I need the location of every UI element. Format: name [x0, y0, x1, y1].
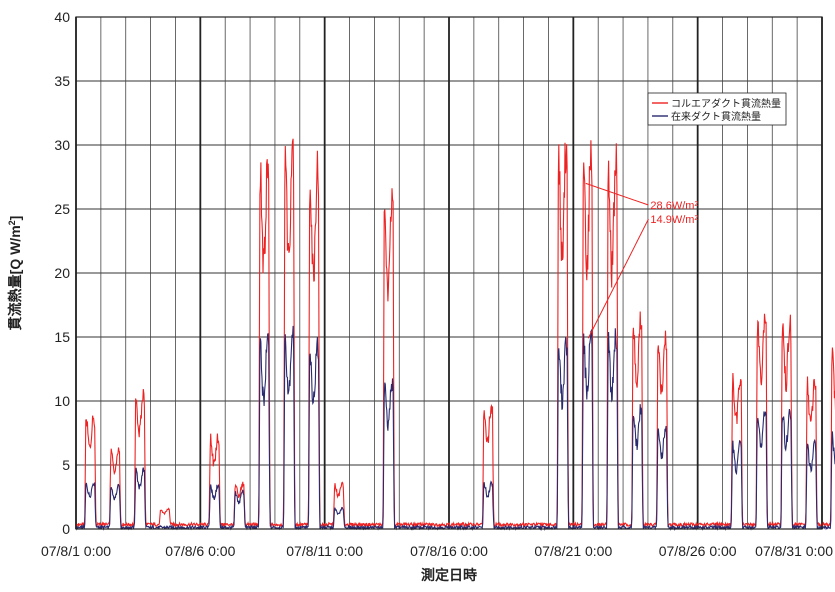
annotation-leader	[587, 218, 649, 339]
annotation-leader	[585, 182, 649, 206]
y-tick-label: 5	[62, 457, 70, 473]
legend-label: 在来ダクト貫流熱量	[671, 110, 761, 123]
y-tick-label: 25	[54, 201, 70, 217]
legend-label: コルエアダクト貫流熱量	[671, 97, 781, 110]
y-tick-label: 0	[62, 521, 70, 537]
annotation-label: 14.9W/m2	[650, 214, 698, 226]
series-line	[75, 325, 835, 532]
tick-labels: 0 5 10 15 20 25 30 35 40 07/8/1 0:00 07/8/6 0:00 07…	[41, 9, 833, 559]
series-line	[75, 138, 835, 529]
x-tick-label: 07/8/6 0:00	[165, 543, 235, 559]
y-tick-label: 20	[54, 265, 70, 281]
grid	[75, 16, 823, 530]
annotation-label: 28.6W/m2	[650, 200, 698, 212]
series-lines	[75, 138, 835, 532]
x-tick-label: 07/8/21 0:00	[534, 543, 612, 559]
y-tick-label: 10	[54, 393, 70, 409]
y-tick-label: 40	[54, 9, 70, 25]
y-tick-label: 30	[54, 137, 70, 153]
y-tick-label: 35	[54, 73, 70, 89]
x-axis-title: 測定日時	[421, 567, 477, 583]
annotations: 28.6W/m2 14.9W/m2	[585, 182, 698, 339]
x-tick-label: 07/8/31 0:00	[755, 543, 833, 559]
x-tick-label: 07/8/16 0:00	[410, 543, 488, 559]
plot-frame	[75, 16, 823, 530]
x-tick-label: 07/8/26 0:00	[659, 543, 737, 559]
legend-box	[647, 92, 787, 126]
x-tick-label: 07/8/1 0:00	[41, 543, 111, 559]
y-tick-label: 15	[54, 329, 70, 345]
y-axis-title: 貫流熱量[Q W/m2]	[7, 216, 23, 331]
x-tick-label: 07/8/11 0:00	[286, 543, 363, 559]
